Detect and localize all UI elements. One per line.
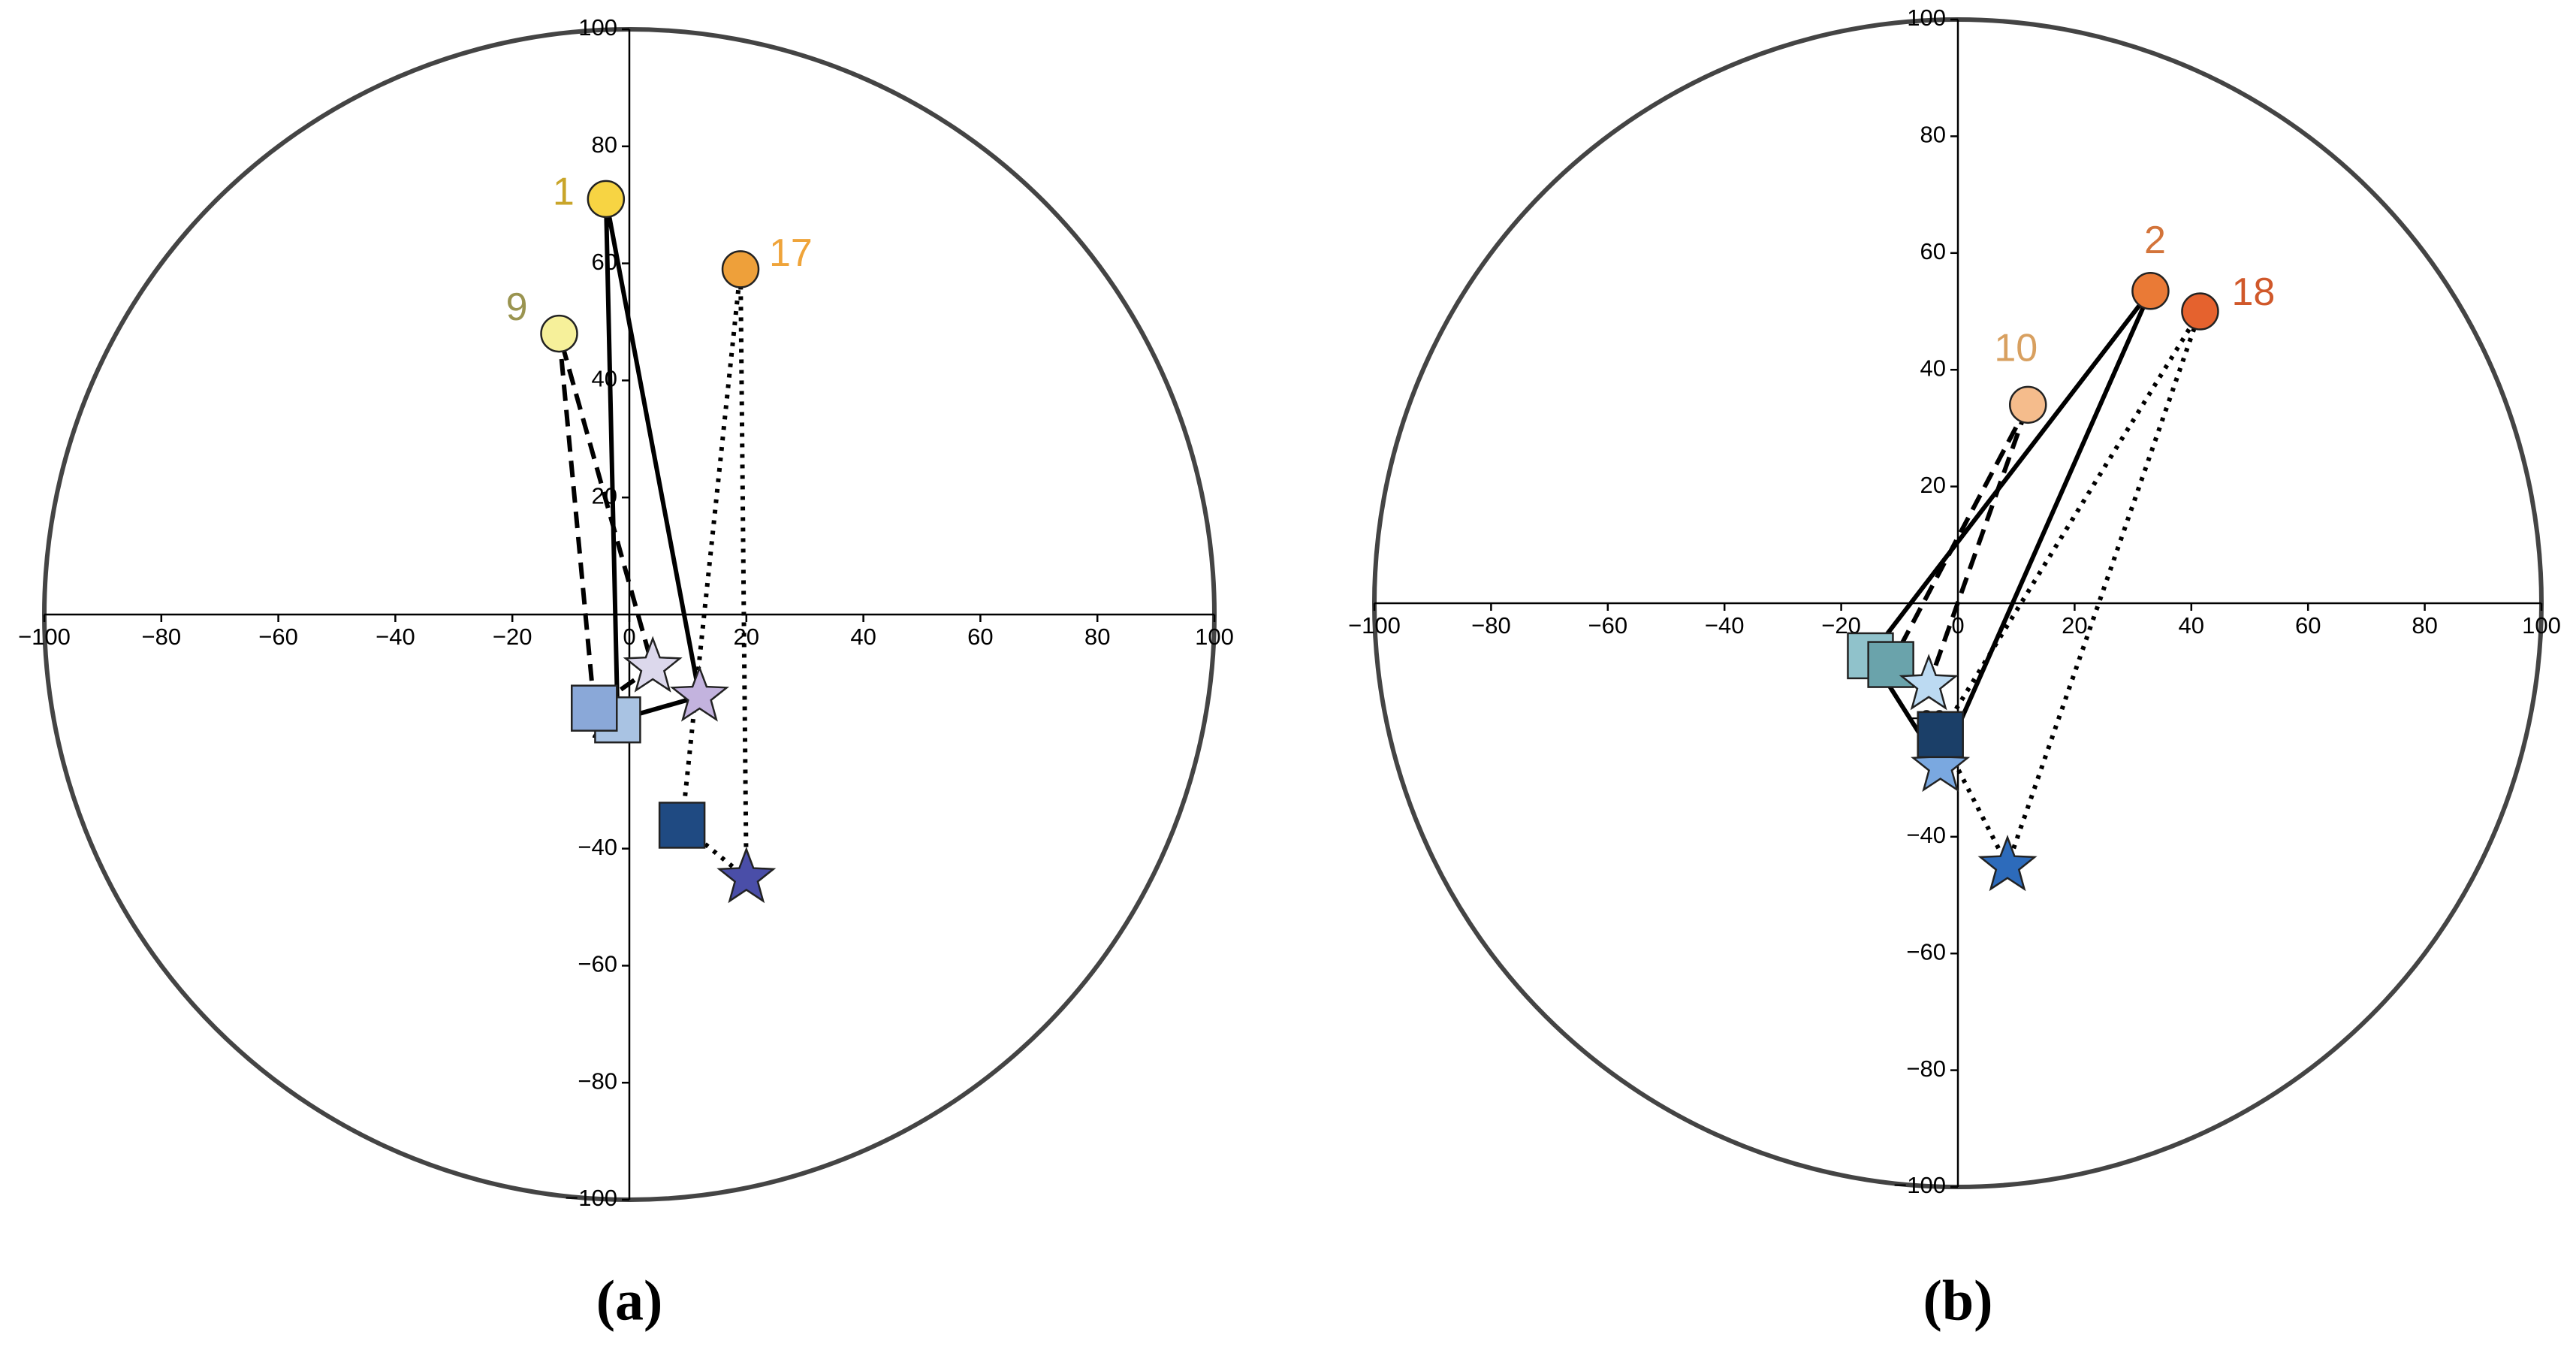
subplot-title: (b) <box>1923 1269 1993 1332</box>
x-tick-label: 0 <box>1951 612 1964 639</box>
square-marker <box>658 802 706 849</box>
circle-marker <box>721 250 760 288</box>
x-tick-label: −20 <box>493 624 532 650</box>
point-label: 18 <box>2231 270 2275 314</box>
x-tick-label: 100 <box>1195 624 1234 650</box>
point-label: 10 <box>1994 327 2038 370</box>
star-marker <box>1977 835 2038 892</box>
x-tick-label: −100 <box>18 624 71 650</box>
connector-line <box>1938 309 2203 868</box>
x-tick-label: 20 <box>2062 612 2087 639</box>
y-tick-label: 80 <box>592 131 617 158</box>
x-tick-label: −100 <box>1348 612 1401 639</box>
connector-line <box>680 267 749 880</box>
y-tick-label: −80 <box>578 1068 617 1094</box>
circle-marker <box>540 314 578 353</box>
y-tick-label: 60 <box>592 249 617 275</box>
subplot: −100 −80 −60 −40 −20 0 20 40 60 80 100−100−80−60−4… <box>1348 5 2561 1332</box>
x-tick-label: 80 <box>2412 612 2437 639</box>
point-label: 17 <box>769 231 813 275</box>
star-marker <box>623 636 683 693</box>
x-tick-label: 80 <box>1084 624 1110 650</box>
x-tick-label: 0 <box>623 624 635 650</box>
point-label: 9 <box>506 285 528 329</box>
y-tick-label: −40 <box>578 834 617 860</box>
x-tick-label: −80 <box>1471 612 1511 639</box>
y-tick-label: −60 <box>1906 938 1946 965</box>
y-tick-label: 20 <box>1920 472 1946 498</box>
x-tick-label: 60 <box>967 624 993 650</box>
connector-line <box>603 196 702 723</box>
circle-marker <box>2181 292 2219 331</box>
y-tick-label: 100 <box>578 14 617 41</box>
subplot: −100 −80 −60 −40 −20 0 20 40 60 80 100−100−80−60−4… <box>18 14 1234 1332</box>
y-tick-label: −100 <box>1893 1172 1946 1198</box>
x-tick-label: −80 <box>142 624 182 650</box>
circle-marker <box>2008 385 2047 424</box>
y-tick-label: −40 <box>1906 822 1946 848</box>
point-label: 1 <box>553 171 575 214</box>
y-tick-label: −60 <box>578 951 617 977</box>
y-tick-label: 100 <box>1907 5 1946 31</box>
circle-marker <box>2131 272 2170 310</box>
y-tick-label: −100 <box>565 1185 617 1211</box>
star-marker <box>669 665 729 722</box>
x-tick-label: 40 <box>850 624 876 650</box>
y-tick-label: −80 <box>1906 1056 1946 1082</box>
star-marker <box>716 846 777 904</box>
connector-line <box>557 331 656 711</box>
y-tick-label: 60 <box>1920 238 1946 264</box>
y-tick-label: 40 <box>1920 355 1946 381</box>
connector-line <box>1868 288 2153 769</box>
x-tick-label: 60 <box>2295 612 2321 639</box>
circle-marker <box>587 180 626 219</box>
x-tick-label: 100 <box>2522 612 2561 639</box>
x-tick-label: −40 <box>376 624 415 650</box>
x-tick-label: 40 <box>2179 612 2204 639</box>
square-marker <box>1917 711 1964 759</box>
subplot-title: (a) <box>596 1269 663 1332</box>
square-marker <box>571 684 618 732</box>
y-tick-label: 80 <box>1920 122 1946 148</box>
x-tick-label: −40 <box>1705 612 1745 639</box>
point-label: 2 <box>2144 219 2166 262</box>
x-tick-label: −60 <box>258 624 298 650</box>
x-tick-label: −60 <box>1588 612 1628 639</box>
star-marker <box>1899 654 1959 711</box>
y-tick-label: 40 <box>592 366 617 392</box>
